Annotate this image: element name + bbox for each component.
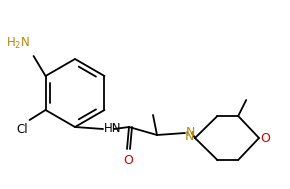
Text: H$_2$N: H$_2$N [6,36,30,51]
Text: Cl: Cl [16,123,28,136]
Text: N: N [186,125,195,139]
Text: O: O [124,154,133,167]
Text: N: N [185,130,194,143]
Text: O: O [260,132,270,145]
Text: HN: HN [104,122,122,136]
